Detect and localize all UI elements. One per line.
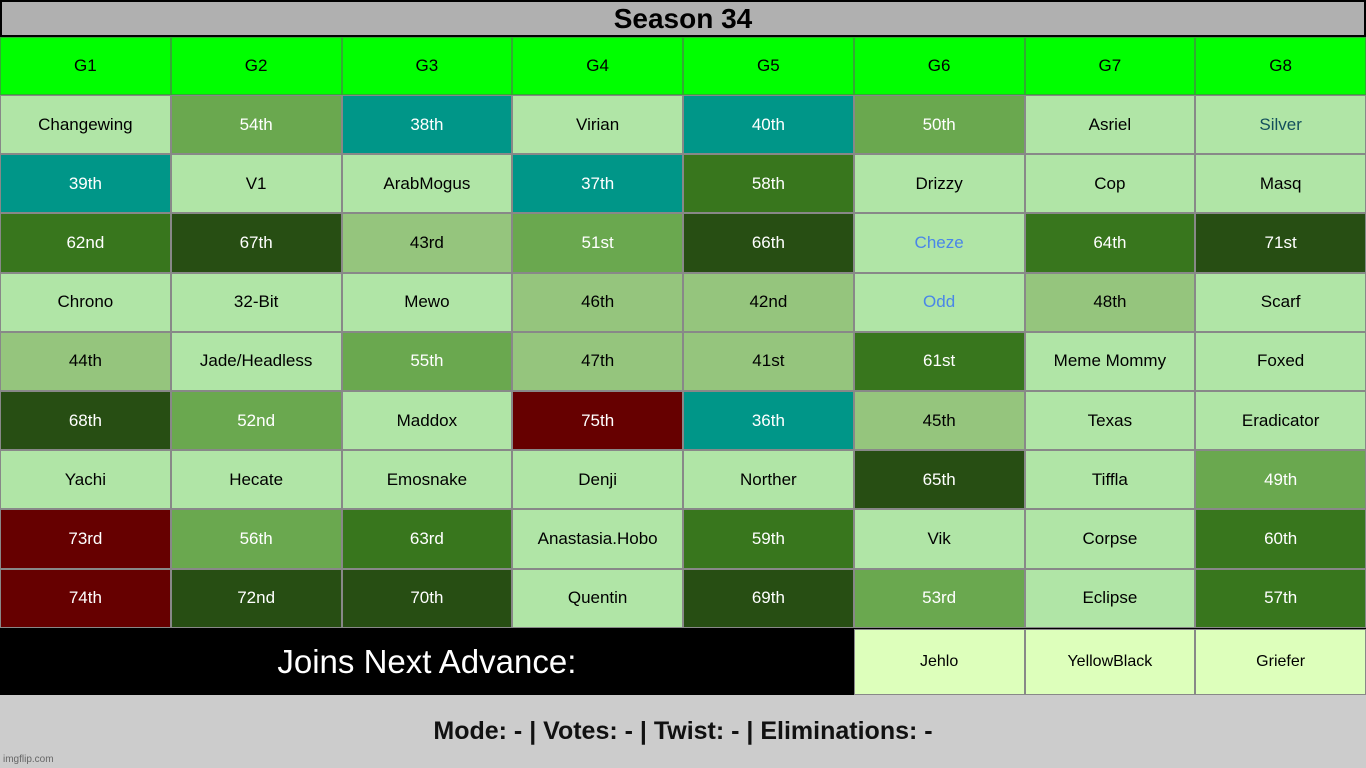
contestant-cell: V1 — [170, 154, 342, 214]
contestant-cell: Texas — [1024, 390, 1196, 451]
column-header: G7 — [1024, 37, 1196, 95]
contestant-cell: 73rd — [0, 509, 171, 569]
contestant-cell: Foxed — [1195, 331, 1366, 391]
contestant-cell: Maddox — [341, 390, 513, 451]
contestant-cell: 40th — [683, 95, 854, 155]
join-name-cell: YellowBlack — [1024, 629, 1196, 695]
contestant-cell: Jade/Headless — [170, 331, 342, 391]
contestant-cell: Mewo — [341, 272, 513, 332]
contestant-cell: Chrono — [0, 272, 171, 332]
joins-label: Joins Next Advance: — [0, 629, 854, 695]
contestant-cell: Hecate — [170, 450, 342, 510]
contestant-cell: Cop — [1024, 154, 1196, 214]
contestant-cell: 68th — [0, 390, 171, 451]
contestant-cell: Silver — [1195, 95, 1366, 155]
contestant-cell: 48th — [1024, 272, 1196, 332]
watermark: imgflip.com — [3, 754, 54, 765]
contestant-cell: Emosnake — [341, 450, 513, 510]
contestant-cell: 50th — [853, 95, 1025, 155]
contestant-cell: 39th — [0, 154, 171, 214]
column-header: G1 — [0, 37, 171, 95]
contestant-cell: Tiffla — [1024, 450, 1196, 510]
contestant-cell: 46th — [512, 272, 683, 332]
contestant-cell: 61st — [853, 331, 1025, 391]
contestant-cell: Quentin — [512, 568, 683, 628]
contestant-cell: 42nd — [683, 272, 854, 332]
column-header: G3 — [341, 37, 513, 95]
contestant-cell: Yachi — [0, 450, 171, 510]
contestant-cell: 38th — [341, 95, 513, 155]
contestant-cell: Meme Mommy — [1024, 331, 1196, 391]
contestant-cell: Corpse — [1024, 509, 1196, 569]
contestant-cell: Denji — [512, 450, 683, 510]
contestant-cell: 72nd — [170, 568, 342, 628]
contestant-cell: 49th — [1195, 450, 1366, 510]
contestant-cell: 75th — [512, 390, 683, 451]
contestant-cell: 36th — [683, 390, 854, 451]
contestant-cell: Eradicator — [1195, 390, 1366, 451]
contestant-grid: G1 G2 G3 G4 G5 G6 G7 G8 Changewing 54th 38th Virian… — [0, 37, 1366, 628]
contestant-cell: 54th — [170, 95, 342, 155]
contestant-cell: Odd — [853, 272, 1025, 332]
contestant-cell: 70th — [341, 568, 513, 628]
contestant-cell: 65th — [853, 450, 1025, 510]
contestant-cell: 41st — [683, 331, 854, 391]
contestant-cell: 37th — [512, 154, 683, 214]
contestant-cell: Asriel — [1024, 95, 1196, 155]
contestant-cell: 44th — [0, 331, 171, 391]
status-footer: Mode: - | Votes: - | Twist: - | Eliminat… — [0, 695, 1366, 768]
contestant-cell: 57th — [1195, 568, 1366, 628]
contestant-cell: 52nd — [170, 390, 342, 451]
join-name-cell: Griefer — [1195, 629, 1366, 695]
contestant-cell: 71st — [1195, 213, 1366, 273]
contestant-cell: 32-Bit — [170, 272, 342, 332]
contestant-cell: 62nd — [0, 213, 171, 273]
contestant-cell: Virian — [512, 95, 683, 155]
contestant-cell: 53rd — [853, 568, 1025, 628]
contestant-cell: 58th — [683, 154, 854, 214]
contestant-cell: ArabMogus — [341, 154, 513, 214]
contestant-cell: 47th — [512, 331, 683, 391]
joins-row: Joins Next Advance: Jehlo YellowBlack Gr… — [0, 629, 1366, 695]
season-title: Season 34 — [0, 0, 1366, 37]
contestant-cell: 74th — [0, 568, 171, 628]
contestant-cell: 51st — [512, 213, 683, 273]
column-header: G5 — [683, 37, 854, 95]
contestant-cell: 45th — [853, 390, 1025, 451]
contestant-cell: 60th — [1195, 509, 1366, 569]
contestant-cell: Masq — [1195, 154, 1366, 214]
contestant-cell: Drizzy — [853, 154, 1025, 214]
contestant-cell: 55th — [341, 331, 513, 391]
contestant-cell: Eclipse — [1024, 568, 1196, 628]
contestant-cell: 56th — [170, 509, 342, 569]
column-header: G6 — [853, 37, 1025, 95]
contestant-cell: 67th — [170, 213, 342, 273]
column-header: G2 — [170, 37, 342, 95]
contestant-cell: 59th — [683, 509, 854, 569]
contestant-cell: 43rd — [341, 213, 513, 273]
contestant-cell: Vik — [853, 509, 1025, 569]
column-header: G8 — [1195, 37, 1366, 95]
contestant-cell: Changewing — [0, 95, 171, 155]
contestant-cell: 66th — [683, 213, 854, 273]
contestant-cell: Scarf — [1195, 272, 1366, 332]
contestant-cell: 69th — [683, 568, 854, 628]
contestant-cell: 64th — [1024, 213, 1196, 273]
contestant-cell: Norther — [683, 450, 854, 510]
join-name-cell: Jehlo — [853, 629, 1025, 695]
contestant-cell: 63rd — [341, 509, 513, 569]
contestant-cell: Anastasia.Hobo — [512, 509, 683, 569]
contestant-cell: Cheze — [853, 213, 1025, 273]
column-header: G4 — [512, 37, 683, 95]
